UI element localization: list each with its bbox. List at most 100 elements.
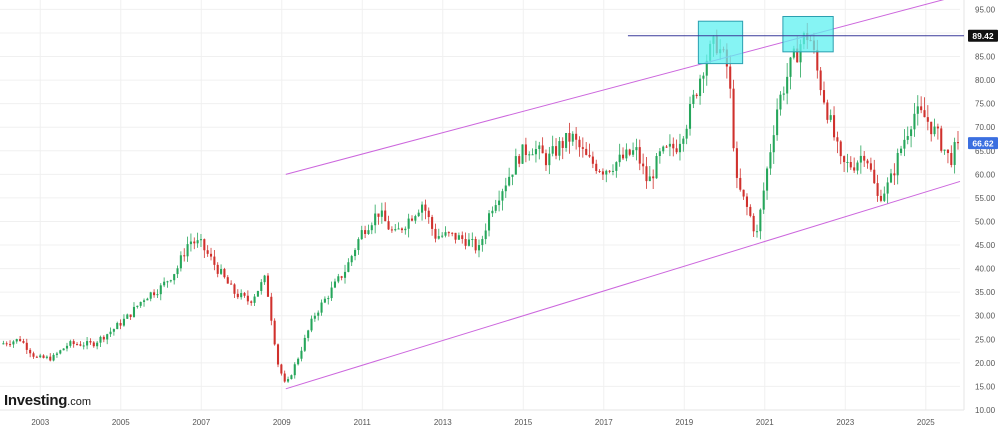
candle-body [524,144,527,156]
candle-body [501,191,504,201]
candle-body [367,230,370,235]
candle-body [695,94,698,97]
candle-body [223,269,226,278]
candle-body [86,341,89,346]
candle-body [464,239,467,246]
candle-body [859,155,862,163]
candle-body [2,343,5,345]
candle-body [886,182,889,194]
candle-body [179,255,182,269]
candle-body [421,204,424,213]
candle-body [755,231,759,233]
candle-body [149,292,152,299]
candle-body [906,136,909,140]
candle-body [340,276,343,278]
last-price-label-bg [968,137,998,150]
candle-body [106,334,109,340]
candle-body [585,148,588,155]
candle-body [829,115,832,120]
candle-body [735,148,738,178]
candle-body [457,235,460,240]
candle-body [889,173,893,183]
candle-body [548,153,551,166]
candle-body [236,293,239,298]
candle-body [320,302,323,313]
y-tick-label: 50.00 [975,217,996,226]
candle-body [370,225,373,231]
candle-body [280,364,283,374]
candle-body [49,356,52,361]
candle-body [69,341,72,346]
candle-body [337,276,340,282]
candle-body [816,49,819,71]
candle-body [216,264,219,274]
candle-body [287,379,290,382]
candle-body [601,171,604,175]
candle-body [638,147,641,164]
candle-body [226,277,229,284]
candle-body [330,287,333,299]
x-tick-label: 2023 [836,418,854,427]
candle-body [668,143,671,147]
candle-body [42,355,45,358]
x-tick-label: 2013 [434,418,452,427]
candle-body [752,215,755,232]
candle-body [508,176,511,186]
y-tick-label: 30.00 [975,312,996,321]
candle-body [628,149,631,155]
y-tick-label: 15.00 [975,382,996,391]
candle-body [451,232,454,234]
candle-body [632,150,635,155]
candle-body [484,230,487,240]
candle-body [618,154,621,163]
candle-body [648,176,651,182]
candle-body [102,336,105,340]
candle-body [209,253,213,257]
candle-body [819,70,822,91]
candle-body [203,239,206,251]
candle-body [843,156,846,163]
candle-body [55,353,58,355]
candle-body [789,57,792,77]
candle-body [25,342,28,350]
candle-body [538,145,541,150]
candle-body [518,156,521,164]
candle-body [776,109,779,136]
candle-body [745,196,749,207]
candle-body [62,348,65,351]
candle-body [943,149,946,151]
candle-body [323,298,326,303]
candle-body [414,216,417,221]
candle-body [923,110,926,118]
level-price-label: 89.42 [972,31,994,41]
candle-body [313,315,316,319]
y-tick-label: 25.00 [975,335,996,344]
candle-body [189,241,192,245]
candle-body [796,48,799,63]
candle-body [92,342,95,347]
candle-body [863,155,866,161]
candle-body [916,106,919,114]
x-tick-label: 2019 [675,418,693,427]
candle-body [749,206,752,216]
candle-body [173,274,176,281]
candle-body [183,255,186,257]
candle-body [498,200,501,206]
candle-body [447,232,450,234]
candle-body [186,244,189,257]
candle-body [99,336,102,343]
candle-body [153,292,156,296]
candle-body [437,236,440,239]
candle-body [900,148,903,153]
candle-body [558,141,561,156]
candle-body [846,162,849,164]
candle-body [866,160,869,164]
candle-body [199,239,203,241]
candle-body [166,281,169,283]
candle-body [688,104,692,129]
y-tick-label: 85.00 [975,53,996,62]
candle-body [779,94,782,110]
candle-body [263,275,266,283]
y-tick-label: 45.00 [975,241,996,250]
